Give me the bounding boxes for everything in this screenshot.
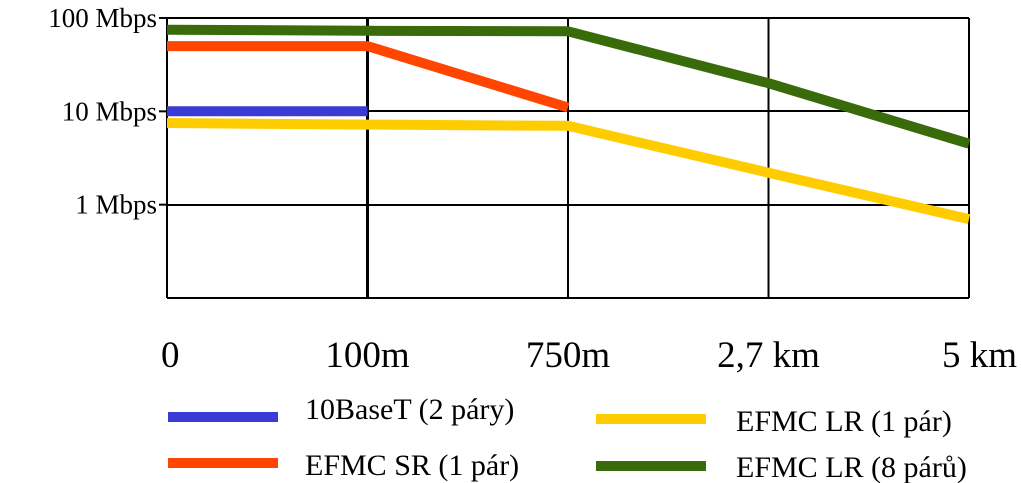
chart-legend: 10BaseT (2 páry) EFMC SR (1 pár) EFMC LR (… (168, 393, 967, 483)
y-tick-label: 1 Mbps (75, 190, 157, 220)
legend-label: EFMC LR (1 pár) (736, 405, 952, 438)
y-tick-labels: 100 Mbps 10 Mbps 1 Mbps (48, 3, 157, 220)
legend-label: EFMC LR (8 párů) (736, 451, 967, 483)
y-tick-marks (159, 17, 167, 206)
x-tick-labels: 0 100m 750m 2,7 km 5 km (161, 335, 1017, 376)
x-tick-label: 0 (161, 335, 180, 376)
chart-grid (166, 17, 970, 299)
y-tick-label: 100 Mbps (48, 3, 157, 33)
series-line (166, 24, 971, 149)
series-line (166, 118, 971, 224)
x-tick-label: 2,7 km (717, 335, 820, 376)
series-line (167, 41, 570, 113)
x-tick-label: 5 km (942, 335, 1017, 376)
x-tick-label: 750m (526, 335, 611, 376)
chart-series (166, 24, 971, 224)
y-tick-label: 10 Mbps (62, 96, 157, 126)
x-tick-label: 100m (325, 335, 410, 376)
legend-label: 10BaseT (2 páry) (305, 393, 514, 426)
legend-label: EFMC SR (1 pár) (305, 449, 519, 482)
